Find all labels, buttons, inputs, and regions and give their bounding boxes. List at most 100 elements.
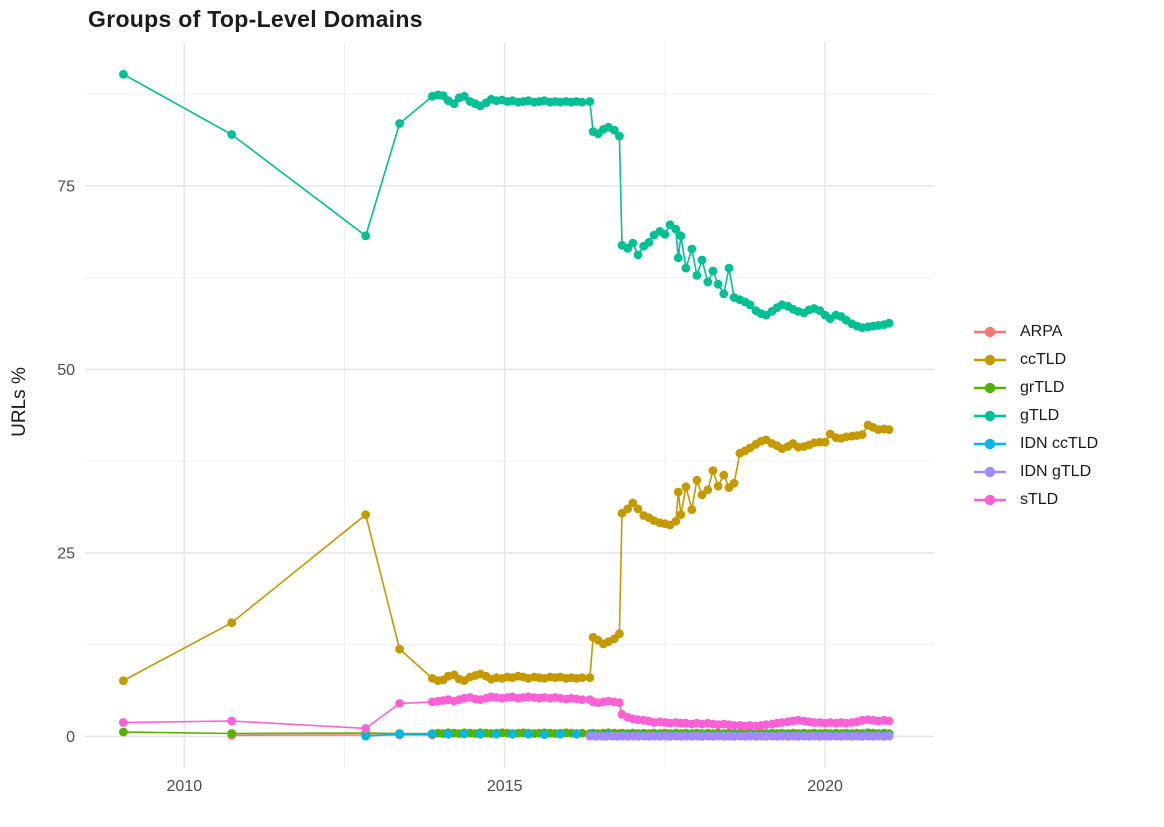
data-point xyxy=(628,238,638,248)
legend-label: ccTLD xyxy=(1020,351,1067,368)
y-tick-label: 50 xyxy=(57,362,75,379)
data-point xyxy=(427,729,437,739)
data-point xyxy=(585,673,595,683)
y-tick-label: 25 xyxy=(57,545,75,562)
legend-item-ccTLD: ccTLD xyxy=(972,350,1098,370)
data-point xyxy=(681,482,691,492)
data-point xyxy=(719,289,729,299)
legend-item-sTLD: sTLD xyxy=(972,490,1098,510)
x-tick-label: 2020 xyxy=(807,778,843,795)
data-point xyxy=(633,250,643,260)
data-point xyxy=(577,97,587,107)
legend-item-ARPA: ARPA xyxy=(972,322,1098,342)
legend-key-dot xyxy=(984,438,996,450)
data-point xyxy=(556,729,565,739)
data-point xyxy=(628,498,638,508)
data-point xyxy=(692,271,702,280)
y-tick-label: 75 xyxy=(57,178,75,195)
legend-label: ARPA xyxy=(1020,323,1063,340)
legend-key-swatch xyxy=(974,354,1006,366)
series-points-sTLD xyxy=(119,692,894,733)
data-point xyxy=(395,119,404,128)
data-point xyxy=(729,478,739,488)
data-point xyxy=(443,729,453,739)
data-point xyxy=(681,263,691,273)
data-point xyxy=(820,437,830,447)
legend-key-dot xyxy=(984,494,996,506)
data-point xyxy=(609,125,619,135)
legend-key-swatch xyxy=(974,410,1006,422)
series-points-IDN-gTLD xyxy=(585,731,894,741)
legend-label: sTLD xyxy=(1020,491,1059,508)
data-point xyxy=(508,729,517,739)
data-point xyxy=(615,698,624,708)
data-point xyxy=(884,318,894,328)
data-point xyxy=(119,69,128,79)
data-point xyxy=(745,300,755,310)
data-point xyxy=(713,279,723,289)
data-point xyxy=(361,724,371,733)
data-point xyxy=(673,487,683,497)
legend-key-dot xyxy=(984,326,996,338)
data-point xyxy=(449,99,459,109)
data-point xyxy=(623,504,633,514)
data-point xyxy=(615,131,624,141)
chart-title: Groups of Top-Level Domains xyxy=(88,6,423,32)
legend-key-swatch xyxy=(974,382,1006,394)
y-axis-title: URLs % xyxy=(9,367,30,437)
legend-item-grTLD: grTLD xyxy=(972,378,1098,398)
data-point xyxy=(644,238,654,247)
data-point xyxy=(475,729,485,739)
series-line-gTLD xyxy=(123,73,890,329)
data-point xyxy=(459,729,469,739)
legend-key-dot xyxy=(984,382,996,394)
x-tick-label: 2010 xyxy=(167,778,203,795)
data-point xyxy=(615,629,624,639)
data-point xyxy=(708,466,718,476)
data-point xyxy=(671,224,681,234)
data-point xyxy=(227,130,237,139)
legend-label: gTLD xyxy=(1020,407,1060,424)
data-point xyxy=(395,644,404,654)
data-point xyxy=(540,730,549,739)
data-point xyxy=(724,263,734,273)
legend-item-IDN-gTLD: IDN gTLD xyxy=(972,462,1098,482)
legend: ARPA ccTLD grTLD gTLD IDN ccTLD IDN gTLD sTLD xyxy=(972,322,1098,510)
data-point xyxy=(492,729,501,739)
data-point xyxy=(708,266,718,276)
data-point xyxy=(884,425,894,434)
series-points-ccTLD xyxy=(119,420,894,685)
data-point xyxy=(227,716,237,726)
data-point xyxy=(524,729,533,739)
series-lines xyxy=(123,73,890,738)
data-point xyxy=(361,231,371,241)
legend-key-swatch xyxy=(974,438,1006,450)
legend-key-dot xyxy=(984,466,996,478)
legend-item-gTLD: gTLD xyxy=(972,406,1098,426)
data-point xyxy=(697,255,707,265)
data-point xyxy=(633,504,643,514)
x-tick-label: 2015 xyxy=(487,778,523,795)
data-point xyxy=(884,731,894,741)
data-point xyxy=(361,510,371,520)
data-point xyxy=(703,277,713,287)
data-point xyxy=(671,517,681,526)
data-point xyxy=(119,676,128,685)
data-point xyxy=(676,510,686,520)
data-point xyxy=(697,490,707,500)
data-point xyxy=(884,716,894,726)
legend-key-swatch xyxy=(974,326,1006,338)
data-point xyxy=(687,244,697,254)
data-point xyxy=(703,485,713,495)
series-points-gTLD xyxy=(119,69,894,332)
series-points xyxy=(119,69,894,741)
data-point xyxy=(713,481,723,491)
data-point xyxy=(227,618,237,628)
data-point xyxy=(673,253,683,263)
data-point xyxy=(227,729,237,738)
legend-item-IDN-ccTLD: IDN ccTLD xyxy=(972,434,1098,454)
legend-key-swatch xyxy=(974,494,1006,506)
data-point xyxy=(572,729,581,739)
